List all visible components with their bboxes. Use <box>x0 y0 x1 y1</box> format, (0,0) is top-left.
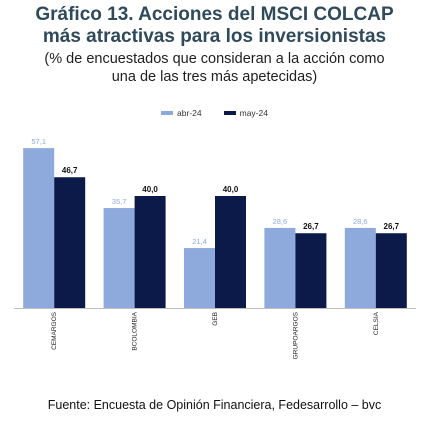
bar-cemargos-abr-24 <box>23 148 55 308</box>
chart-title: Gráfico 13. Acciones del MSCI COLCAP más… <box>0 4 429 48</box>
x-tick-label-geb: GEB <box>212 312 219 326</box>
bar-bcolombia-may-24 <box>134 196 166 308</box>
legend-swatch-may <box>223 111 236 115</box>
x-tick-label-cemargos: CEMARGOS <box>51 311 58 350</box>
title-line-2: más atractivas para los inversionistas <box>42 26 387 47</box>
bar-grupoargos-abr-24 <box>264 227 296 308</box>
data-label-cemargos-abr-24: 57,1 <box>31 137 46 146</box>
legend-item-abr: abr-24 <box>161 108 202 118</box>
legend-swatch-abr <box>161 111 174 115</box>
legend-item-may: may-24 <box>223 108 268 118</box>
subtitle-line-2: una de las tres más apetecidas) <box>111 69 318 85</box>
data-label-cemargos-may-24: 46,7 <box>62 166 78 175</box>
data-label-bcolombia-may-24: 40,0 <box>142 185 158 194</box>
bar-celsia-abr-24 <box>344 227 376 308</box>
data-label-grupoargos-abr-24: 28,6 <box>273 217 288 226</box>
x-tick-label-bcolombia: BCOLOMBIA <box>132 311 139 350</box>
title-line-1: Gráfico 13. Acciones del MSCI COLCAP <box>35 4 394 25</box>
bar-chart: 57,1 46,7 CEMARGOS 35,7 40,0 BCOLOMBIA 21,4 40,… <box>14 137 416 359</box>
bar-celsia-may-24 <box>375 233 407 308</box>
legend: abr-24 may-24 <box>0 108 429 118</box>
chart-subtitle: (% de encuestados que consideran a la ac… <box>0 50 429 86</box>
bar-geb-abr-24 <box>184 248 215 308</box>
data-label-celsia-may-24: 26,7 <box>384 222 400 231</box>
bar-geb-may-24 <box>215 196 246 308</box>
legend-label-abr: abr-24 <box>177 108 202 118</box>
x-tick-label-celsia: CELSIA <box>373 311 380 335</box>
bar-bcolombia-abr-24 <box>103 208 135 308</box>
data-label-grupoargos-may-24: 26,7 <box>303 222 319 231</box>
bar-grupoargos-may-24 <box>295 233 327 308</box>
data-label-celsia-abr-24: 28,6 <box>353 217 368 226</box>
data-label-bcolombia-abr-24: 35,7 <box>112 197 127 206</box>
data-label-geb-abr-24: 21,4 <box>192 237 207 246</box>
x-tick-label-grupoargos: GRUPOARGOS <box>292 311 299 359</box>
bar-cemargos-may-24 <box>54 177 86 308</box>
subtitle-line-1: (% de encuestados que consideran a la ac… <box>44 51 385 67</box>
data-label-geb-may-24: 40,0 <box>223 185 239 194</box>
source-note: Fuente: Encuesta de Opinión Financiera, … <box>47 398 382 412</box>
legend-label-may: may-24 <box>239 108 268 118</box>
